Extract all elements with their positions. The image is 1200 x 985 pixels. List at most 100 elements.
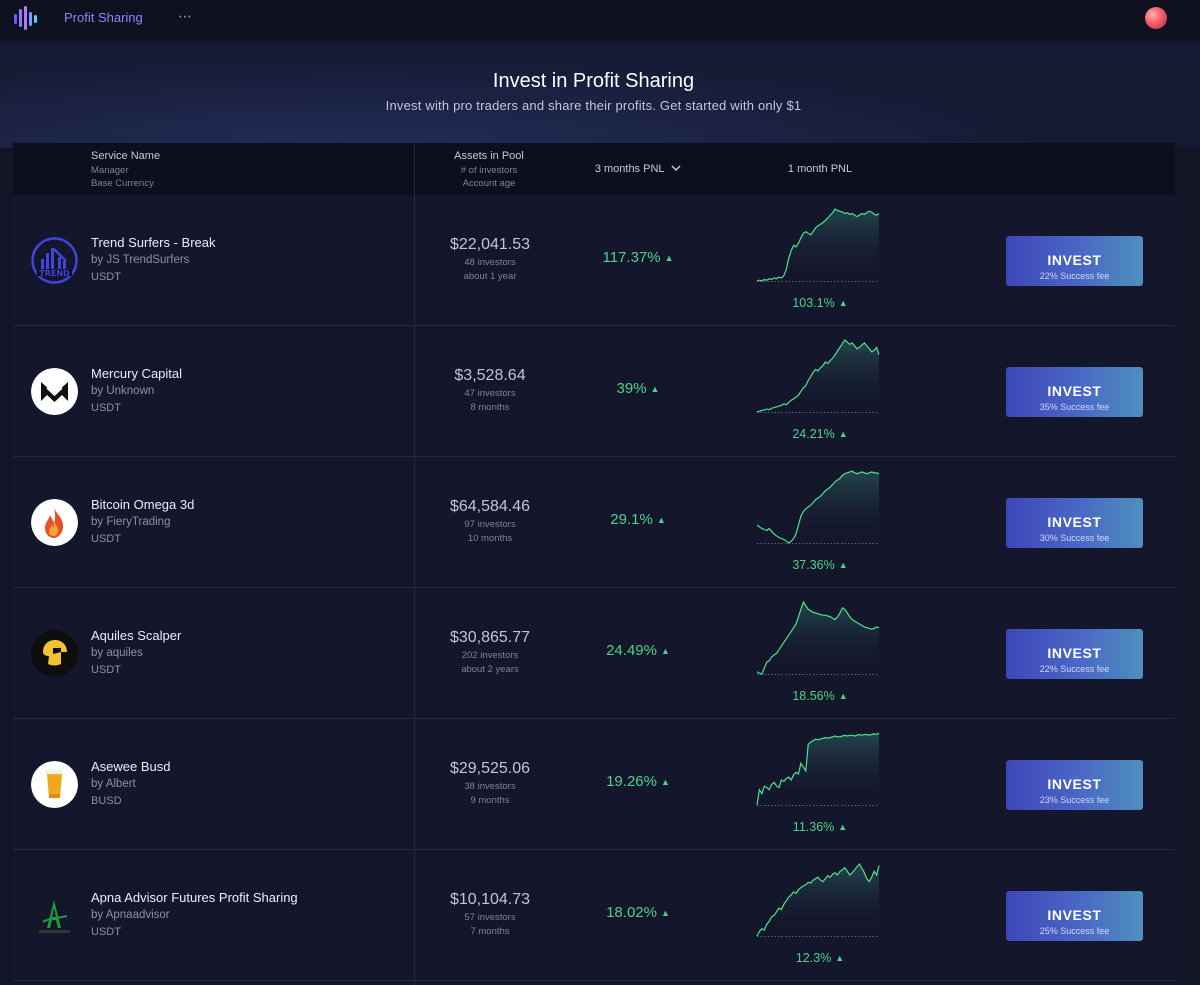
pnl-3-months-value: 18.02% — [606, 904, 657, 921]
investor-count: 48 investors — [464, 257, 516, 268]
assets-in-pool: $64,584.46 — [449, 498, 531, 515]
invest-button[interactable]: INVEST 22% Success fee — [1006, 629, 1143, 679]
header-assets-column: Assets in Pool # of investors Account ag… — [414, 150, 564, 189]
service-name[interactable]: Trend Surfers - Break — [91, 235, 216, 250]
invest-button[interactable]: INVEST 22% Success fee — [1006, 236, 1143, 286]
header-num-investors: # of investors — [460, 165, 518, 176]
success-fee: 22% Success fee — [1039, 663, 1110, 674]
header-3-months-pnl: 3 months PNL — [594, 163, 665, 175]
pnl-sparkline — [756, 208, 880, 282]
account-age: 7 months — [470, 926, 510, 937]
account-age: about 1 year — [463, 271, 517, 282]
mercury-capital-logo — [31, 368, 78, 415]
sparkline-line — [756, 470, 880, 544]
hero-banner: Invest in Profit Sharing Invest with pro… — [0, 38, 1200, 148]
apna-advisor-logo — [31, 892, 78, 939]
pnl-sparkline — [756, 862, 880, 937]
pnl-3-months-value: 29.1% — [610, 511, 653, 528]
invest-button[interactable]: INVEST 23% Success fee — [1006, 760, 1143, 810]
header-service-name: Service Name — [91, 150, 161, 162]
account-age: about 2 years — [461, 664, 519, 675]
invest-button-label: INVEST — [1047, 513, 1102, 530]
invest-button-label: INVEST — [1047, 906, 1102, 923]
column-divider — [414, 143, 415, 985]
service-name[interactable]: Apna Advisor Futures Profit Sharing — [91, 890, 298, 905]
service-name[interactable]: Bitcoin Omega 3d — [91, 497, 195, 512]
pnl-1-month-value: 24.21% — [792, 427, 835, 441]
account-age: 8 months — [470, 402, 510, 413]
sparkline-area — [757, 471, 879, 543]
investor-count: 57 investors — [464, 912, 516, 923]
pnl-sparkline — [756, 732, 880, 806]
table-row[interactable]: TREND Trend Surfers - Break by JS TrendS… — [13, 195, 1175, 326]
table-row[interactable]: Aquiles Scalper by aquiles USDT $30,865.… — [13, 588, 1175, 719]
table-row[interactable]: Asewee Busd by Albert BUSD $29,525.06 38… — [13, 719, 1175, 850]
manager-name: by JS TrendSurfers — [91, 254, 190, 266]
sparkline-area — [757, 733, 879, 805]
triangle-up-icon: ▲ — [838, 298, 848, 308]
manager-name: by FieryTrading — [91, 516, 171, 528]
invest-button-label: INVEST — [1047, 251, 1102, 268]
chevron-down-icon — [671, 165, 681, 172]
invest-button-label: INVEST — [1047, 644, 1102, 661]
pnl-1-month: 12.3% ▲ — [755, 951, 885, 965]
invest-button-label: INVEST — [1047, 775, 1102, 792]
investor-count: 97 investors — [464, 519, 516, 530]
base-currency: BUSD — [91, 795, 122, 807]
nav-title-profit-sharing[interactable]: Profit Sharing — [64, 10, 143, 25]
pnl-1-month-value: 103.1% — [792, 296, 835, 310]
table-row[interactable]: Apna Advisor Futures Profit Sharing by A… — [13, 850, 1175, 981]
invest-button-label: INVEST — [1047, 382, 1102, 399]
sparkline-line — [756, 600, 880, 675]
sparkline-area — [757, 340, 879, 412]
header-assets-in-pool: Assets in Pool — [454, 150, 524, 162]
more-options-icon[interactable]: ⋯ — [178, 8, 193, 24]
avatar-icon[interactable] — [1145, 7, 1167, 29]
pnl-3-months: 29.1% ▲ — [573, 511, 703, 528]
assets-cell: $10,104.73 57 investors 7 months — [414, 891, 566, 937]
page-subtitle: Invest with pro traders and share their … — [385, 98, 802, 113]
base-currency: USDT — [91, 533, 121, 545]
assets-in-pool: $22,041.53 — [449, 236, 531, 253]
invest-button[interactable]: INVEST 35% Success fee — [1006, 367, 1143, 417]
triangle-up-icon: ▲ — [838, 822, 848, 832]
assets-cell: $30,865.77 202 investors about 2 years — [414, 629, 566, 675]
base-currency: USDT — [91, 402, 121, 414]
pnl-1-month: 37.36% ▲ — [755, 558, 885, 572]
fiery-trading-logo — [31, 499, 78, 546]
bars-logo-icon[interactable] — [12, 6, 42, 30]
investor-count: 47 investors — [464, 388, 516, 399]
pnl-sparkline — [756, 600, 880, 675]
pnl-3-months-value: 19.26% — [606, 773, 657, 790]
header-1-month-pnl: 1 month PNL — [787, 163, 853, 175]
pnl-1-month: 11.36% ▲ — [755, 820, 885, 834]
svg-text:TREND: TREND — [39, 269, 70, 278]
pnl-sparkline — [756, 339, 880, 413]
aquiles-logo — [31, 630, 78, 677]
investor-count: 38 investors — [464, 781, 516, 792]
service-name[interactable]: Mercury Capital — [91, 366, 183, 381]
header-3-months-pnl-sort[interactable]: 3 months PNL — [573, 163, 703, 175]
service-name[interactable]: Aquiles Scalper — [91, 628, 182, 643]
pnl-3-months-value: 24.49% — [606, 642, 657, 659]
success-fee: 25% Success fee — [1039, 925, 1110, 936]
pnl-1-month-value: 37.36% — [792, 558, 835, 572]
triangle-up-icon: ▲ — [664, 253, 674, 263]
triangle-up-icon: ▲ — [838, 429, 848, 439]
invest-button[interactable]: INVEST 30% Success fee — [1006, 498, 1143, 548]
table-row[interactable]: Mercury Capital by Unknown USDT $3,528.6… — [13, 326, 1175, 457]
invest-button[interactable]: INVEST 25% Success fee — [1006, 891, 1143, 941]
pnl-3-months: 19.26% ▲ — [573, 773, 703, 790]
success-fee: 22% Success fee — [1039, 270, 1110, 281]
header-service-column: Service Name Manager Base Currency — [91, 150, 160, 189]
base-currency: USDT — [91, 926, 121, 938]
sparkline-line — [756, 732, 880, 806]
table-row[interactable]: Bitcoin Omega 3d by FieryTrading USDT $6… — [13, 457, 1175, 588]
assets-in-pool: $10,104.73 — [449, 891, 531, 908]
pnl-3-months: 117.37% ▲ — [573, 249, 703, 266]
sparkline-area — [757, 209, 879, 281]
service-name[interactable]: Asewee Busd — [91, 759, 171, 774]
pnl-1-month: 18.56% ▲ — [755, 689, 885, 703]
manager-name: by Unknown — [91, 385, 155, 397]
success-fee: 23% Success fee — [1039, 794, 1110, 805]
